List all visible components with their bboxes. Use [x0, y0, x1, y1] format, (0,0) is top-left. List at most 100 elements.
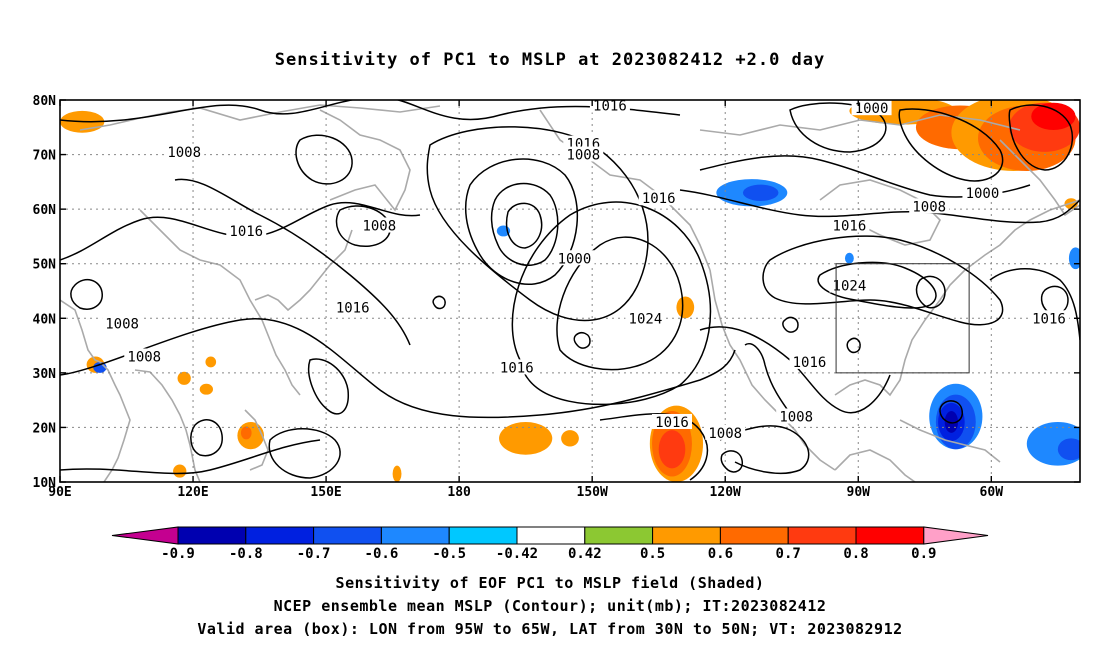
contour-cell-box: [915, 275, 946, 309]
lat-tick-label: 30N: [33, 367, 57, 382]
contour-cell-tropical: [268, 428, 341, 479]
coastline-philippines: [244, 409, 269, 471]
contour-cell-small-3: [432, 295, 446, 310]
contour-label: 1016: [336, 300, 370, 316]
contour-label: 1000: [855, 101, 889, 117]
contour-label: 1008: [105, 317, 139, 333]
contour-label-bg: [776, 408, 817, 424]
lat-tick-label: 60N: [33, 203, 57, 218]
shaded-region-16: [240, 426, 252, 440]
colorbar-segment: [584, 526, 654, 545]
contour-label-bg: [589, 97, 630, 113]
colorbar-segment: [719, 526, 789, 545]
caption-valid-area: Valid area (box): LON from 95W to 65W, L…: [197, 620, 903, 638]
contour-label-bg: [829, 217, 870, 233]
coastline-caribbean: [899, 419, 1001, 463]
coastline-korea-japan: [254, 229, 353, 312]
coastline-kamchatka: [319, 109, 411, 212]
lon-tick-label: 90E: [48, 485, 71, 500]
contour-aleutian-low-1: [464, 158, 578, 285]
colorbar-segment: [380, 526, 450, 545]
contour-label: 1000: [966, 186, 1000, 202]
colorbar-segment: [313, 526, 382, 545]
lat-tick-label: 20N: [33, 421, 57, 436]
contour-label-bg: [789, 353, 830, 369]
contour-label: 1016: [833, 219, 867, 235]
contour-wave-gulf: [744, 343, 796, 421]
contour-label: 1016: [593, 98, 627, 114]
contour-na-1016: [699, 326, 891, 414]
contour-label-bg: [226, 222, 267, 238]
plot-frame: [59, 99, 1081, 483]
contour-label-bg: [359, 217, 400, 233]
contour-label-bg: [652, 413, 692, 429]
contour-label-bg: [1028, 310, 1069, 326]
contour-label-bg: [962, 184, 1003, 200]
contour-aleutian-outer: [426, 126, 649, 322]
coastline-arctic-asia: [79, 104, 441, 131]
shaded-region-24: [676, 296, 695, 319]
contour-label: 1008: [167, 145, 201, 161]
contour-atlantic-cell: [1040, 285, 1069, 316]
shaded-region-19: [499, 421, 553, 455]
contour-label-bg: [563, 146, 604, 162]
contour-aleutian-low-3: [505, 202, 543, 249]
contour-label: 1016: [793, 355, 827, 371]
valid-area-box: [835, 263, 970, 374]
contour-label: 1016: [655, 415, 689, 431]
contour-cell-sea: [190, 419, 223, 457]
contour-cell-mexico: [720, 450, 744, 473]
colorbar-tick-label: 0.42: [568, 546, 602, 562]
colorbar-segment: [516, 526, 586, 545]
colorbar-segment: [855, 526, 925, 545]
shaded-region-25: [844, 252, 854, 264]
contour-labels: 1016 1016 1008 1008 1016 1008 1016 1000 1016 1024…: [102, 97, 1069, 442]
valid-area-rect: [835, 263, 970, 374]
colorbar-segment: [245, 526, 315, 545]
coastline-greenland: [999, 139, 1080, 217]
colorbar-tick-label: 0.8: [843, 546, 868, 562]
contour-north-ridge: [60, 100, 681, 123]
contour-pacific-high-inner: [556, 236, 684, 371]
shaded-region-31: [1057, 438, 1080, 461]
lat-tick-label: 40N: [33, 312, 57, 327]
contour-label-bg: [909, 198, 950, 214]
contour-1016-wave: [60, 317, 736, 419]
contour-label-bg: [829, 277, 870, 293]
contour-na-1024-outer: [762, 235, 1004, 326]
contour-label: 1024: [629, 311, 663, 327]
longitude-tick-labels: 90E 120E 150E 180 150W 120W 90W 60W: [48, 100, 1003, 500]
colorbar-tick-label: -0.42: [496, 546, 538, 562]
lat-tick-label: 10N: [33, 476, 57, 491]
colorbar-tick-label: 0.5: [640, 546, 665, 562]
lon-tick-label: 60W: [980, 485, 1004, 500]
colorbar-tick-label: 0.9: [911, 546, 936, 562]
contour-label-bg: [124, 348, 165, 364]
contour-cell-small-1: [782, 316, 799, 333]
contour-eastern-pacific: [599, 413, 709, 481]
colorbar-segment: [177, 526, 247, 545]
contour-cell-okhotsk: [335, 205, 391, 247]
shaded-region-12: [177, 371, 191, 385]
colorbar: -0.9 -0.8 -0.7 -0.6 -0.5 -0.42 0.42 0.5 0.6 0.7 0.…: [111, 526, 989, 562]
contour-cell-small-4: [573, 332, 591, 349]
contour-cell-atlantic-low: [939, 400, 964, 424]
coastline-gulf: [834, 269, 966, 397]
lon-tick-label: 180: [447, 485, 471, 500]
contour-label-bg: [705, 424, 746, 440]
lat-tick-label: 80N: [33, 94, 57, 109]
contour-na-1024-inner: [817, 261, 937, 309]
colorbar-tick-label: -0.8: [229, 546, 263, 562]
contour-cell-scs: [308, 358, 349, 415]
contour-cell-japan: [295, 134, 353, 185]
contour-label: 1016: [642, 191, 676, 207]
shaded-region-8: [742, 184, 779, 201]
contour-1016-asia: [174, 178, 411, 346]
colorbar-tick-label: -0.5: [432, 546, 466, 562]
latitude-tick-labels: 80N 70N 60N 50N 40N 30N 20N 10N: [33, 94, 1080, 491]
shaded-region-20: [561, 430, 579, 447]
lat-tick-label: 70N: [33, 149, 57, 164]
contour-arctic-low-3: [1008, 104, 1074, 171]
colorbar-arrow-left: [111, 526, 179, 545]
colorbar-segment: [448, 526, 518, 545]
